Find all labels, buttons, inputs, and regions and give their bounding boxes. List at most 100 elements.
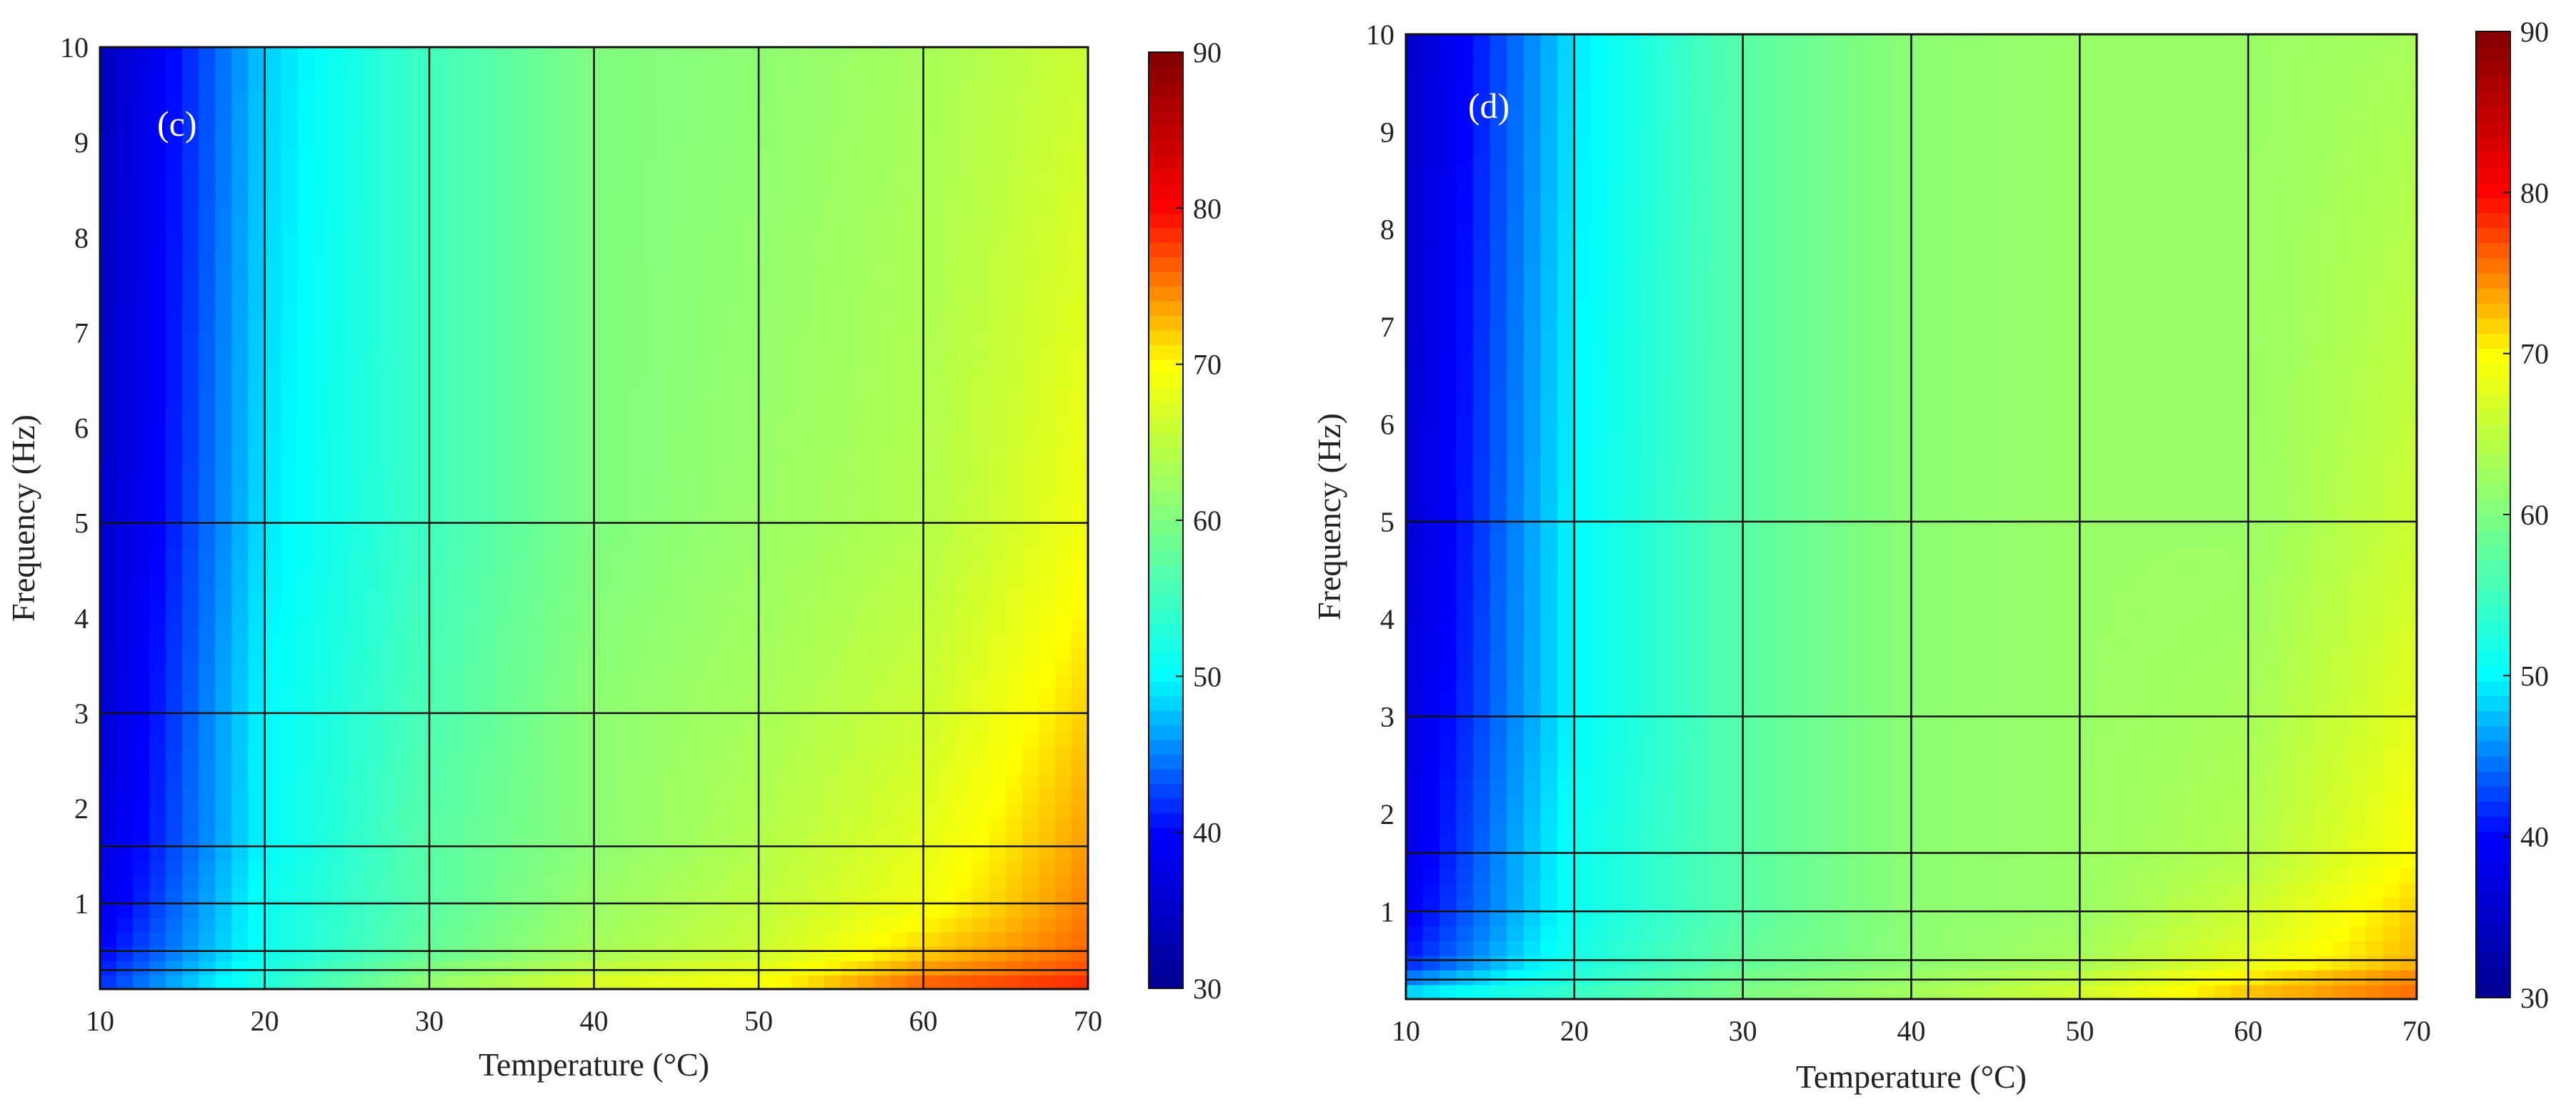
heatmap-cell xyxy=(1759,882,1777,898)
heatmap-cell xyxy=(2265,955,2283,970)
heatmap-cell xyxy=(610,703,628,719)
heatmap-cell xyxy=(742,347,759,362)
heatmap-cell xyxy=(643,703,661,719)
heatmap-cell xyxy=(956,746,974,762)
heatmap-cell xyxy=(890,946,908,961)
heatmap-cell xyxy=(1022,975,1039,990)
heatmap-cell xyxy=(479,803,496,819)
heatmap-cell xyxy=(857,689,875,705)
heatmap-cell xyxy=(841,504,859,519)
heatmap-cell xyxy=(1742,823,1761,839)
heatmap-cell xyxy=(1038,532,1056,547)
heatmap-cell xyxy=(2298,853,2317,868)
heatmap-cell xyxy=(297,660,315,676)
heatmap-cell xyxy=(709,546,727,562)
heatmap-cell xyxy=(396,860,414,876)
heatmap-cell xyxy=(923,775,941,790)
heatmap-cell xyxy=(479,875,496,890)
heatmap-cell xyxy=(215,175,233,191)
heatmap-cell xyxy=(1038,903,1056,918)
heatmap-cell xyxy=(1054,818,1072,833)
heatmap-cell xyxy=(2315,940,2333,956)
heatmap-cell xyxy=(1776,955,1794,970)
heatmap-cell xyxy=(989,660,1007,676)
heatmap-cell xyxy=(2180,882,2199,898)
heatmap-cell xyxy=(1844,882,1862,898)
heatmap-cell xyxy=(742,318,759,334)
heatmap-cell xyxy=(199,218,216,234)
heatmap-cell xyxy=(429,518,446,533)
heatmap-cell xyxy=(1742,984,1761,1000)
x-tick-label: 10 xyxy=(86,1005,114,1037)
heatmap-cell xyxy=(939,232,957,248)
heatmap-cell xyxy=(2332,780,2350,795)
heatmap-cell xyxy=(792,189,809,205)
heatmap-cell xyxy=(808,504,825,519)
heatmap-cell xyxy=(363,903,381,918)
heatmap-cell xyxy=(1054,546,1072,562)
heatmap-cell xyxy=(824,461,842,476)
heatmap-cell xyxy=(2062,867,2081,883)
heatmap-cell xyxy=(413,818,430,833)
heatmap-cell xyxy=(2113,809,2131,825)
heatmap-cell xyxy=(561,918,579,933)
heatmap-cell xyxy=(1675,780,1693,795)
heatmap-cell xyxy=(676,318,694,334)
heatmap-cell xyxy=(297,61,315,76)
heatmap-cell xyxy=(413,975,430,990)
heatmap-cell xyxy=(396,375,414,391)
heatmap-cell xyxy=(511,261,529,277)
heatmap-cell xyxy=(346,832,364,848)
heatmap-cell xyxy=(972,232,990,248)
heatmap-cell xyxy=(659,718,677,733)
heatmap-cell xyxy=(874,261,892,277)
heatmap-cell xyxy=(199,132,216,148)
heatmap-cell xyxy=(231,546,249,562)
heatmap-cell xyxy=(594,675,611,690)
heatmap-cell xyxy=(1642,780,1659,795)
heatmap-cell xyxy=(874,104,892,119)
heatmap-cell xyxy=(972,132,990,148)
heatmap-cell xyxy=(544,232,562,248)
heatmap-cell xyxy=(939,960,957,976)
heatmap-cell xyxy=(429,61,446,76)
heatmap-cell xyxy=(2130,940,2148,956)
heatmap-cell xyxy=(956,189,974,205)
heatmap-cell xyxy=(544,860,562,876)
heatmap-cell xyxy=(709,204,727,219)
heatmap-cell xyxy=(939,490,957,505)
heatmap-cell xyxy=(939,703,957,719)
heatmap-cell xyxy=(100,746,117,762)
heatmap-cell xyxy=(1054,204,1072,219)
heatmap-cell xyxy=(1608,809,1626,825)
heatmap-cell xyxy=(149,660,166,676)
heatmap-cell xyxy=(446,546,463,562)
heatmap-cell xyxy=(989,932,1007,947)
heatmap-cell xyxy=(297,289,315,305)
heatmap-cell xyxy=(610,432,628,447)
heatmap-cell xyxy=(248,418,266,433)
heatmap-cell xyxy=(363,475,381,490)
heatmap-cell xyxy=(462,918,479,933)
heatmap-cell xyxy=(379,518,397,533)
heatmap-cell xyxy=(2012,984,2030,1000)
heatmap-cell xyxy=(610,189,628,205)
heatmap-cell xyxy=(1860,970,1879,986)
heatmap-cell xyxy=(594,846,611,862)
heatmap-cell xyxy=(2315,955,2333,970)
heatmap-cell xyxy=(379,132,397,148)
heatmap-cell xyxy=(808,832,825,848)
heatmap-cell xyxy=(495,589,512,605)
heatmap-cell xyxy=(1658,838,1677,854)
heatmap-cell xyxy=(330,746,348,762)
heatmap-cell xyxy=(676,204,694,219)
heatmap-cell xyxy=(264,61,282,76)
heatmap-cell xyxy=(495,332,512,348)
heatmap-cell xyxy=(2332,955,2350,970)
heatmap-cell xyxy=(1642,867,1659,883)
heatmap-cell xyxy=(923,289,941,305)
heatmap-cell xyxy=(1071,575,1089,590)
heatmap-cell xyxy=(643,475,661,490)
heatmap-cell xyxy=(1022,918,1039,933)
heatmap-cell xyxy=(759,232,776,248)
